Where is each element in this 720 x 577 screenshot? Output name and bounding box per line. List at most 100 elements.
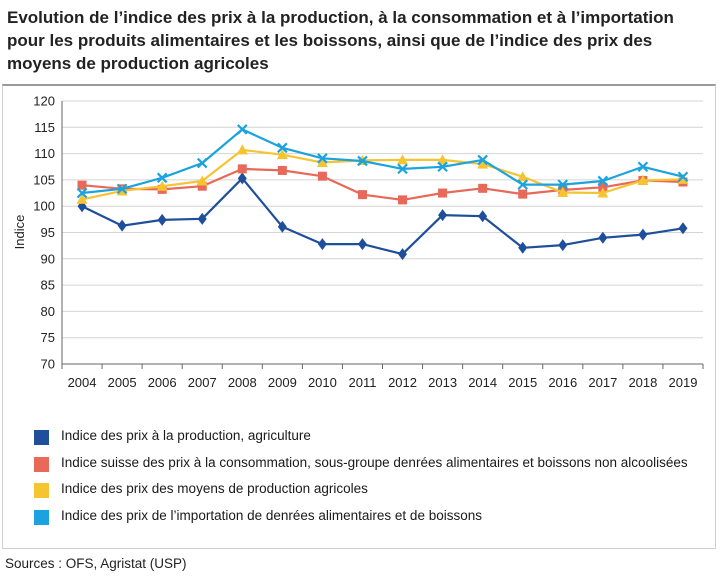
x-tick-label-2016: 2016: [548, 375, 577, 390]
point-consumer-2012: [398, 195, 408, 205]
point-consumer-2011: [357, 190, 367, 200]
point-means-2012: [397, 154, 409, 165]
y-tick-label-85: 85: [41, 278, 55, 293]
point-producer-2006: [157, 213, 167, 226]
point-import-2019: [677, 171, 689, 183]
point-means-2016: [557, 187, 569, 198]
point-means-2015: [517, 171, 529, 182]
point-means-2006: [156, 180, 168, 191]
point-consumer-2014: [478, 183, 488, 193]
legend-label-means: Indice des prix des moyens de production…: [61, 481, 368, 496]
series-producer: [77, 172, 688, 261]
point-means-2004: [76, 193, 88, 204]
y-tick-label-100: 100: [33, 199, 55, 214]
point-means-2007: [196, 175, 208, 186]
point-import-2014: [477, 154, 488, 166]
series-layer: [76, 124, 689, 261]
x-tick-label-2014: 2014: [468, 375, 497, 390]
point-import-2010: [317, 153, 328, 164]
point-producer-2019: [678, 222, 688, 235]
legend-swatch-means: [34, 483, 49, 498]
point-import-2018: [637, 161, 649, 173]
point-import-2006: [156, 172, 168, 184]
point-producer-2014: [478, 210, 488, 223]
x-tick-label-2005: 2005: [108, 375, 137, 390]
point-means-2013: [437, 154, 449, 165]
point-import-2013: [437, 161, 448, 173]
point-consumer-2015: [518, 189, 528, 199]
point-import-2007: [196, 157, 208, 169]
series-line-producer: [81, 177, 684, 256]
point-import-2008: [237, 124, 248, 135]
point-producer-2016: [558, 239, 568, 252]
point-means-2014: [477, 158, 489, 169]
y-tick-label-80: 80: [41, 304, 55, 319]
point-import-2009: [277, 142, 288, 154]
point-import-2012: [397, 163, 408, 175]
point-producer-2008: [237, 172, 247, 185]
x-tick-label-2012: 2012: [388, 375, 417, 390]
point-consumer-2009: [277, 165, 287, 175]
point-producer-2009: [277, 220, 287, 233]
point-import-2011: [357, 155, 368, 167]
point-producer-2018: [638, 228, 648, 241]
point-import-2015: [517, 179, 528, 190]
legend-label-producer: Indice des prix à la production, agricul…: [61, 428, 311, 443]
y-tick-label-95: 95: [41, 225, 55, 240]
x-tick-label-2011: 2011: [348, 375, 376, 390]
legend-item-producer: Indice des prix à la production, agricul…: [34, 427, 714, 454]
point-import-2017: [597, 175, 609, 187]
series-line-consumer: [81, 167, 684, 201]
point-producer-2017: [598, 231, 608, 244]
chart-title: Evolution de l’indice des prix à la prod…: [7, 8, 674, 73]
axes: 70 75 80 85 90 95 100 105 110 115 120 2004 2005 2006 2…: [33, 94, 704, 390]
legend: Indice des prix à la production, agricul…: [34, 427, 714, 533]
point-producer-2007: [197, 212, 207, 225]
x-tick-label-2019: 2019: [669, 375, 698, 390]
x-tick-label-2008: 2008: [228, 375, 257, 390]
point-producer-2015: [518, 241, 528, 254]
point-producer-2005: [117, 219, 127, 232]
point-means-2018: [637, 174, 649, 185]
point-import-2016: [557, 179, 569, 190]
x-tick-label-2004: 2004: [68, 375, 97, 390]
point-consumer-2017: [598, 182, 608, 192]
point-means-2009: [276, 149, 288, 160]
source-note: Sources : OFS, Agristat (USP): [5, 556, 187, 571]
point-producer-2010: [317, 238, 327, 251]
point-means-2008: [236, 144, 248, 155]
point-import-2005: [116, 183, 128, 195]
y-axis-label: Indice: [12, 215, 27, 250]
x-tick-label-2009: 2009: [268, 375, 297, 390]
x-tick-label-2007: 2007: [188, 375, 217, 390]
chart-frame: [2, 84, 716, 549]
grid-lines: [62, 100, 703, 365]
x-tick-label-2006: 2006: [148, 375, 177, 390]
y-tick-label-90: 90: [41, 251, 55, 266]
legend-swatch-producer: [34, 430, 49, 445]
point-producer-2011: [357, 238, 367, 251]
point-means-2019: [677, 173, 689, 184]
legend-item-import: Indice des prix de l’importation de denr…: [34, 507, 714, 534]
point-means-2010: [316, 157, 328, 168]
y-tick-label-75: 75: [41, 330, 55, 345]
point-producer-2012: [398, 248, 408, 261]
x-tick-label-2013: 2013: [428, 375, 457, 390]
point-import-2004: [76, 187, 88, 199]
y-tick-label-115: 115: [34, 120, 55, 135]
point-producer-2013: [438, 209, 448, 222]
y-tick-label-120: 120: [33, 94, 55, 109]
y-tick-label-105: 105: [33, 172, 55, 187]
y-tick-label-70: 70: [41, 357, 55, 372]
series-line-import: [81, 128, 684, 195]
point-consumer-2010: [317, 171, 327, 181]
point-means-2017: [597, 187, 609, 198]
point-consumer-2004: [77, 180, 87, 190]
legend-swatch-consumer: [34, 456, 49, 472]
point-consumer-2013: [438, 188, 448, 198]
point-consumer-2007: [197, 181, 207, 191]
legend-item-consumer: Indice suisse des prix à la consommation…: [34, 454, 714, 481]
x-tick-label-2010: 2010: [308, 375, 337, 390]
point-consumer-2008: [237, 164, 247, 174]
